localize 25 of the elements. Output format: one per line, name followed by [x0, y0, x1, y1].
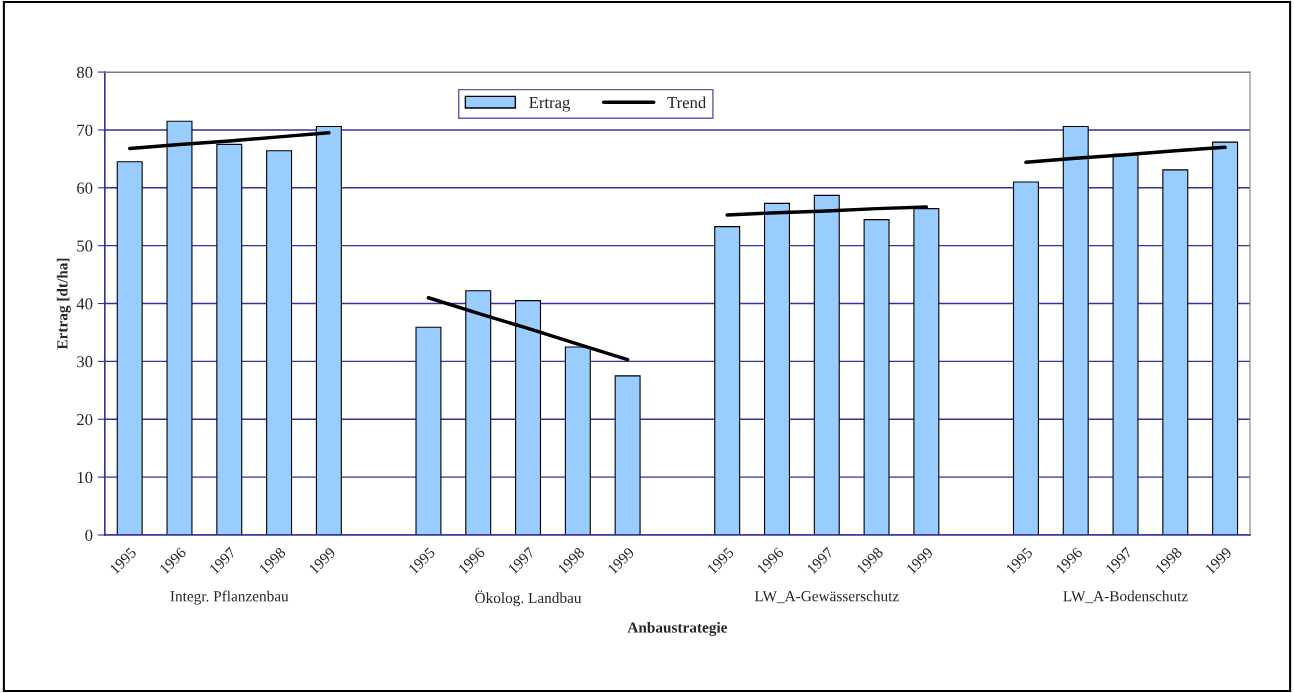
text: Integr. Pflanzenbau: [170, 590, 289, 605]
y-tick-label: 30: [77, 356, 93, 368]
y-tick-label: 20: [77, 413, 93, 426]
bar: [714, 226, 741, 535]
bar: [415, 326, 442, 535]
bar: [116, 161, 143, 535]
bar: [266, 150, 293, 535]
text: Ökolog. Landbau: [475, 590, 582, 607]
bar: [1012, 181, 1039, 535]
y-tick-label: 0: [85, 529, 93, 541]
bar: [614, 375, 641, 535]
x-axis-title: Anbaustrategie: [627, 621, 728, 636]
y-tick-label: 40: [76, 298, 93, 310]
y-axis-title: Ertrag [dt/ha]: [56, 258, 71, 350]
legend-label: Ertrag: [529, 97, 571, 112]
bar: [863, 219, 890, 535]
y-tick-label: 70: [77, 124, 93, 136]
legend-label: Trend: [667, 96, 707, 109]
y-tick-label: 80: [76, 66, 93, 79]
y-tick-label: 60: [77, 182, 93, 194]
text: LW_A-Bodenschutz: [1063, 590, 1188, 604]
text: LW_A-Gewässerschutz: [754, 590, 899, 604]
y-tick-label: 50: [77, 240, 93, 252]
bar: [1162, 169, 1189, 535]
y-tick-label: 10: [77, 471, 93, 484]
